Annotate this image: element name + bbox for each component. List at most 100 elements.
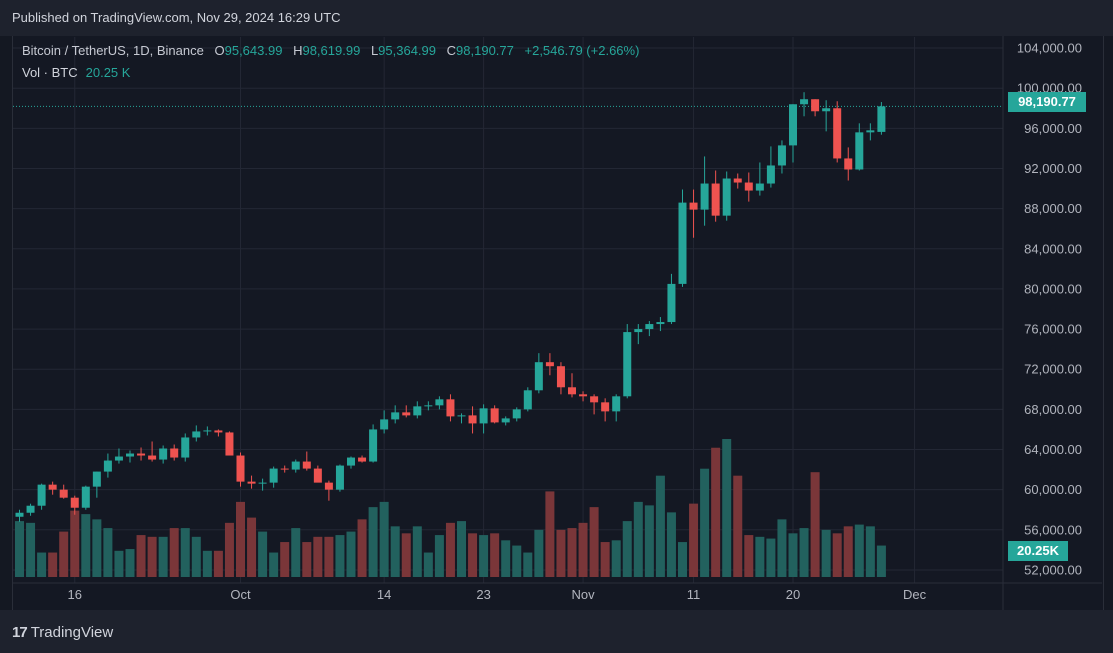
candle-body [789, 104, 797, 146]
candle-body [700, 183, 709, 210]
candle-body [192, 431, 201, 438]
volume-bar [655, 475, 665, 577]
volume-bar [501, 540, 511, 577]
tradingview-brand[interactable]: 17 TradingView [12, 624, 113, 641]
volume-bar [799, 528, 809, 577]
volume-bar [578, 522, 588, 577]
volume-bar [269, 552, 279, 577]
candle-body [103, 460, 112, 472]
y-tick-label: 60,000.00 [1024, 482, 1082, 497]
volume-bar [335, 535, 345, 577]
y-tick-label: 100,000.00 [1017, 81, 1082, 96]
volume-bar [733, 475, 743, 577]
volume-bar [678, 542, 687, 577]
y-tick-label: 84,000.00 [1024, 241, 1082, 256]
volume-bar [534, 529, 544, 577]
volume-bar [423, 552, 433, 577]
y-tick-label: 96,000.00 [1024, 121, 1082, 136]
candle-body [369, 429, 378, 462]
candle-body [556, 366, 565, 388]
x-tick-label: 20 [786, 587, 800, 602]
volume-bar [722, 439, 732, 577]
y-tick-label: 64,000.00 [1024, 442, 1082, 457]
candle-body [612, 396, 621, 412]
candle-body [822, 108, 831, 112]
candle-body [733, 178, 742, 183]
y-tick-label: 56,000.00 [1024, 522, 1082, 537]
y-tick-label: 88,000.00 [1024, 201, 1082, 216]
high-value: 98,619.99 [302, 43, 361, 58]
x-tick-label: 23 [476, 587, 490, 602]
x-tick-label: Dec [903, 587, 927, 602]
volume-bar [147, 536, 157, 577]
y-tick-label: 104,000.00 [1017, 41, 1082, 56]
candle-body [313, 468, 322, 483]
y-tick-label: 80,000.00 [1024, 281, 1082, 296]
candle-body [37, 484, 46, 506]
candle-body [81, 486, 90, 508]
volume-bar [125, 549, 135, 577]
candle-body [159, 448, 168, 460]
candle-body [634, 329, 643, 333]
symbol-title[interactable]: Bitcoin / TetherUS, 1D, Binance [22, 43, 204, 58]
candle-body [755, 183, 764, 191]
candle-body [877, 106, 886, 132]
volume-bar [490, 533, 500, 577]
chart-pane[interactable] [12, 36, 1104, 610]
volume-bar [644, 505, 654, 577]
candle-body [92, 471, 101, 487]
volume-bar [213, 550, 223, 577]
volume-legend-label[interactable]: Vol · BTC [22, 65, 78, 80]
candle-body [413, 406, 422, 416]
volume-bar [412, 526, 422, 577]
low-key: L [370, 43, 379, 58]
volume-bar [788, 533, 798, 577]
candle-body [833, 108, 842, 159]
volume-bar [445, 522, 455, 577]
volume-bar [37, 552, 47, 577]
volume-bar [843, 526, 853, 577]
volume-bar [876, 545, 886, 577]
candle-body [457, 415, 466, 417]
volume-bar [744, 535, 754, 577]
ohlc-legend: Bitcoin / TetherUS, 1D, Binance O95,643.… [22, 43, 639, 58]
candle-body [523, 390, 532, 410]
volume-bar [224, 522, 234, 577]
candle-body [203, 430, 212, 432]
volume-bar [854, 524, 864, 577]
volume-bar [357, 519, 367, 577]
volume-bar [114, 550, 124, 577]
x-tick-label: 11 [687, 587, 701, 602]
candle-body [126, 453, 134, 457]
candle-body [236, 455, 245, 482]
candle-body [269, 468, 278, 483]
open-value: 95,643.99 [224, 43, 283, 58]
volume-bar [236, 501, 245, 577]
volume-bar [48, 552, 58, 577]
candle-body [866, 130, 875, 133]
change-value: +2,546.79 (+2.66%) [524, 43, 640, 58]
candle-body [844, 158, 853, 170]
x-tick-label: Oct [230, 587, 251, 602]
candle-body [402, 412, 411, 416]
volume-bar [92, 519, 102, 577]
candle-body [744, 182, 753, 191]
volume-bar [59, 531, 69, 577]
candle-body [689, 202, 698, 210]
candle-body [225, 432, 234, 456]
volume-bar [169, 528, 179, 577]
y-tick-label: 68,000.00 [1024, 402, 1082, 417]
candle-body [291, 461, 300, 470]
candle-body [247, 481, 256, 484]
volume-bar [700, 468, 710, 577]
volume-bar [810, 472, 820, 577]
candle-body [678, 202, 687, 284]
candle-body [490, 408, 499, 423]
candle-body [568, 387, 576, 395]
candle-body [324, 482, 333, 490]
volume-bar [711, 447, 721, 577]
volume-bar [545, 491, 555, 577]
candle-body [855, 132, 864, 170]
volume-bar [600, 542, 610, 577]
